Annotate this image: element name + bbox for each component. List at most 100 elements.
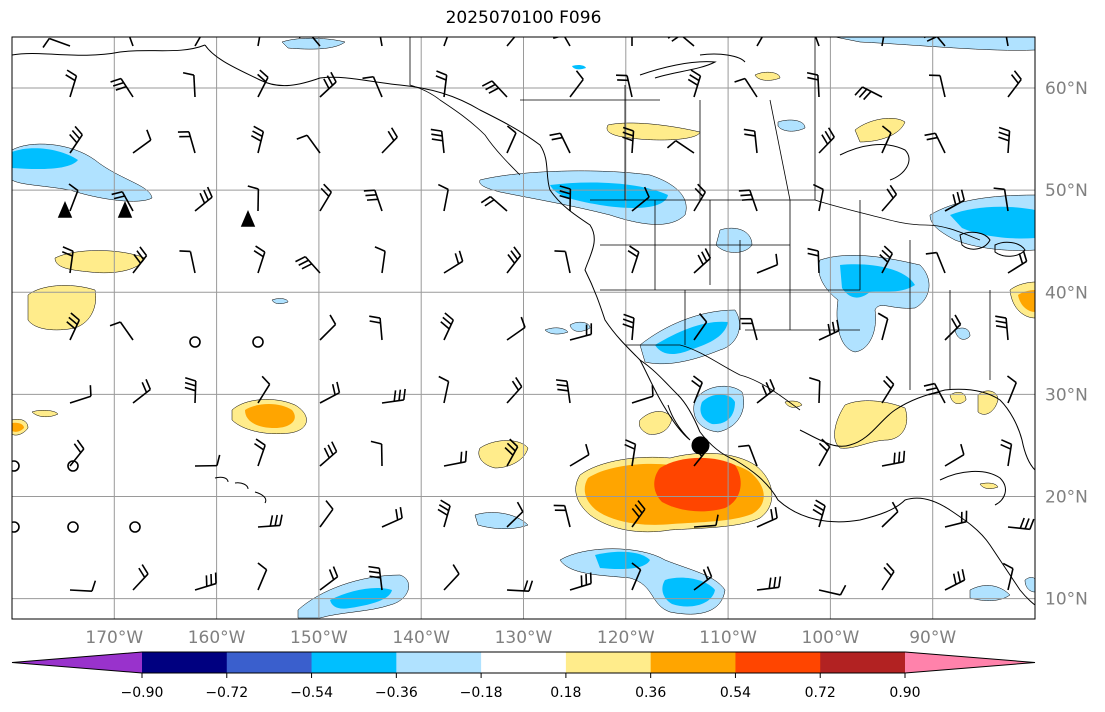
colorbar: −0.90 −0.72 −0.54 −0.36 −0.18 0.18 0.36 0.54 0.7… [11, 651, 1036, 701]
colorbar-tick-label: −0.36 [375, 685, 418, 701]
wind-barb [295, 255, 321, 274]
colorbar-segment [226, 652, 313, 673]
wind-barb [740, 317, 758, 341]
wind-barb [296, 134, 321, 154]
wind-barb [616, 74, 633, 98]
wind-barb [631, 186, 650, 212]
calm-wind-markers [12, 336, 264, 533]
storm-center-marker[interactable] [691, 436, 710, 455]
wind-barb [257, 69, 269, 98]
wind-barb [631, 37, 633, 46]
wind-barb [437, 183, 449, 212]
wind-barb [179, 250, 196, 274]
map-title: 2025070100 F096 [445, 8, 602, 28]
latitude-label: 60°N [1045, 79, 1088, 99]
wind-barb [69, 385, 92, 404]
wind-barb [1002, 562, 1014, 591]
wind-barb [818, 584, 847, 596]
wind-barb [818, 319, 840, 341]
wind-barb [881, 501, 899, 528]
wind-barb [631, 500, 646, 528]
colorbar-tick-label: −0.90 [121, 685, 164, 701]
wind-barb [925, 251, 946, 274]
wind-barb [818, 438, 831, 467]
wind-barb [1007, 517, 1035, 531]
map-area[interactable] [9, 19, 1035, 619]
calm-wind-circle [67, 521, 79, 533]
wind-barb [569, 323, 593, 341]
wind-barb [362, 75, 383, 98]
wind-barb [319, 500, 334, 528]
wind-barb [66, 312, 81, 341]
wind-barb [881, 562, 895, 591]
wind-barb [1005, 37, 1009, 47]
wind-barb [559, 185, 572, 212]
wind-barb [693, 566, 713, 591]
political-borders [409, 37, 991, 411]
wind-barb [253, 245, 266, 274]
wind-barb [553, 37, 571, 47]
wind-barb [437, 499, 451, 528]
wind-barb [554, 250, 571, 274]
wind-barb [440, 312, 455, 341]
wind-barb [319, 183, 333, 212]
wind-barb [944, 314, 962, 341]
wind-barb [881, 375, 895, 404]
wind-barb [65, 69, 78, 98]
longitude-label: 110°W [699, 628, 757, 648]
wind-barb [631, 385, 654, 404]
hawaii-islands [214, 476, 267, 504]
colorbar-segment [396, 652, 482, 673]
longitude-label: 170°W [85, 628, 143, 648]
wind-barb [111, 190, 134, 212]
wind-barb [944, 189, 966, 212]
wind-barb [430, 128, 445, 154]
wind-barb [257, 37, 261, 47]
wind-barb [443, 450, 468, 467]
colorbar-segment [565, 652, 652, 673]
wind-barb [363, 189, 383, 212]
wind-barb [247, 185, 260, 212]
longitude-label: 90°W [909, 628, 956, 648]
wind-barb [812, 183, 824, 212]
latitude-labels: 60°N 50°N 40°N 30°N 20°N 10°N [1045, 79, 1088, 610]
wind-barb [806, 71, 820, 98]
latitude-label: 20°N [1045, 487, 1088, 507]
arctic-coast [639, 53, 746, 79]
wind-barb [1007, 250, 1028, 274]
wind-barb [944, 510, 968, 528]
yucatan-coast [939, 470, 1006, 506]
wind-barb [506, 376, 523, 404]
wind-barb [504, 438, 519, 467]
wind-barb [506, 501, 524, 528]
wind-barb [257, 514, 283, 528]
wind-barb [667, 37, 695, 47]
wind-barb [369, 315, 383, 341]
wind-barb [132, 129, 152, 154]
wind-barb-flag [117, 200, 133, 218]
wind-barb [319, 71, 337, 98]
wind-barb [818, 127, 835, 154]
calm-wind-circle [189, 336, 201, 348]
wind-barb [666, 140, 695, 154]
calm-wind-circle [12, 521, 20, 533]
wind-barb [877, 312, 889, 341]
wind-barb-flag [57, 200, 73, 218]
wind-barb [184, 377, 197, 404]
wind-barb [506, 125, 517, 154]
wind-barb [553, 504, 571, 528]
wind-barb [1006, 375, 1017, 404]
longitude-label: 120°W [597, 628, 655, 648]
wind-barb [379, 37, 383, 47]
wind-barb [381, 507, 403, 528]
coastlines [12, 44, 1035, 606]
wind-barb [627, 245, 640, 274]
wind-barb [506, 246, 522, 274]
wind-barb [481, 80, 508, 98]
wind-barb [506, 37, 516, 47]
wind-barb [998, 126, 1011, 154]
wind-barb [254, 438, 266, 467]
colorbar-tick-label: 0.54 [720, 685, 751, 701]
wind-barb [881, 450, 906, 467]
